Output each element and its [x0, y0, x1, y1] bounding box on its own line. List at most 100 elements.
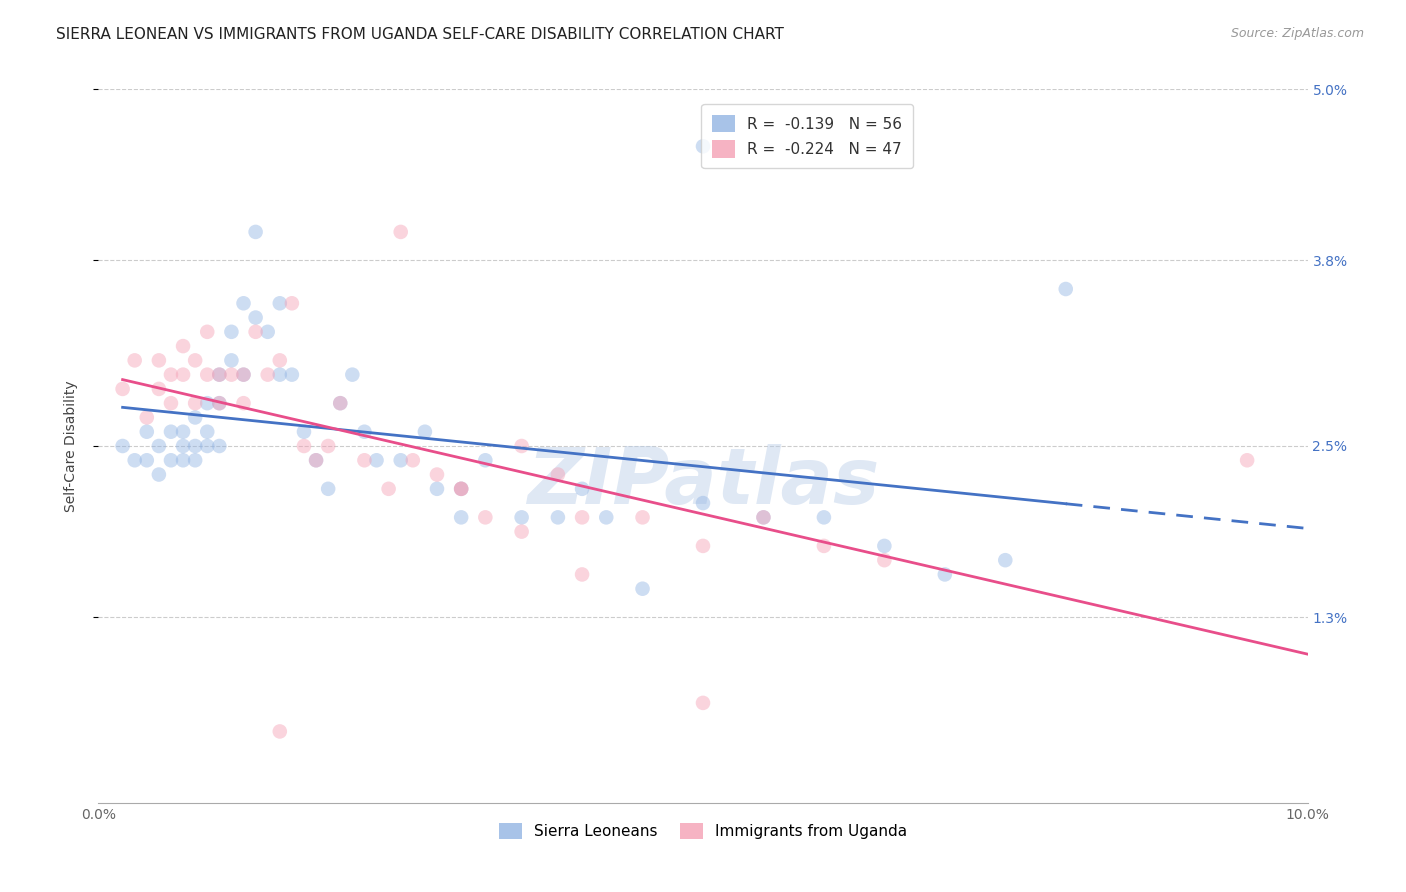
Point	[813, 539, 835, 553]
Point	[269, 296, 291, 310]
Point	[353, 425, 375, 439]
Point	[160, 396, 183, 410]
Point	[389, 225, 412, 239]
Point	[148, 467, 170, 482]
Point	[595, 510, 617, 524]
Point	[195, 439, 218, 453]
Point	[450, 510, 472, 524]
Point	[269, 353, 291, 368]
Point	[353, 453, 375, 467]
Point	[389, 453, 412, 467]
Point	[269, 368, 291, 382]
Point	[1054, 282, 1077, 296]
Point	[474, 510, 496, 524]
Point	[232, 396, 254, 410]
Point	[571, 510, 593, 524]
Point	[232, 368, 254, 382]
Point	[148, 382, 170, 396]
Point	[148, 353, 170, 368]
Point	[631, 582, 654, 596]
Point	[305, 453, 328, 467]
Point	[195, 396, 218, 410]
Point	[316, 439, 339, 453]
Point	[292, 439, 315, 453]
Point	[184, 396, 207, 410]
Text: ZIPatlas: ZIPatlas	[527, 443, 879, 520]
Point	[172, 439, 194, 453]
Point	[256, 325, 278, 339]
Point	[195, 368, 218, 382]
Point	[413, 425, 436, 439]
Point	[1236, 453, 1258, 467]
Point	[377, 482, 399, 496]
Point	[994, 553, 1017, 567]
Point	[873, 539, 896, 553]
Point	[366, 453, 388, 467]
Point	[329, 396, 352, 410]
Point	[631, 510, 654, 524]
Text: Source: ZipAtlas.com: Source: ZipAtlas.com	[1230, 27, 1364, 40]
Legend: Sierra Leoneans, Immigrants from Uganda: Sierra Leoneans, Immigrants from Uganda	[492, 817, 914, 845]
Y-axis label: Self-Care Disability: Self-Care Disability	[63, 380, 77, 512]
Point	[245, 310, 267, 325]
Point	[184, 439, 207, 453]
Point	[934, 567, 956, 582]
Point	[571, 567, 593, 582]
Point	[135, 410, 157, 425]
Point	[124, 353, 146, 368]
Point	[221, 353, 243, 368]
Point	[316, 482, 339, 496]
Point	[221, 325, 243, 339]
Point	[135, 453, 157, 467]
Point	[450, 482, 472, 496]
Point	[292, 425, 315, 439]
Point	[172, 453, 194, 467]
Point	[571, 482, 593, 496]
Point	[184, 353, 207, 368]
Point	[752, 510, 775, 524]
Point	[208, 396, 231, 410]
Point	[813, 510, 835, 524]
Point	[692, 139, 714, 153]
Point	[402, 453, 425, 467]
Point	[269, 724, 291, 739]
Point	[160, 425, 183, 439]
Point	[221, 368, 243, 382]
Point	[160, 453, 183, 467]
Point	[232, 296, 254, 310]
Point	[232, 368, 254, 382]
Point	[510, 439, 533, 453]
Point	[256, 368, 278, 382]
Point	[208, 439, 231, 453]
Point	[281, 368, 304, 382]
Point	[873, 553, 896, 567]
Point	[135, 425, 157, 439]
Point	[329, 396, 352, 410]
Point	[547, 510, 569, 524]
Point	[184, 410, 207, 425]
Point	[342, 368, 364, 382]
Point	[184, 453, 207, 467]
Point	[752, 510, 775, 524]
Text: SIERRA LEONEAN VS IMMIGRANTS FROM UGANDA SELF-CARE DISABILITY CORRELATION CHART: SIERRA LEONEAN VS IMMIGRANTS FROM UGANDA…	[56, 27, 785, 42]
Point	[160, 368, 183, 382]
Point	[692, 539, 714, 553]
Point	[426, 467, 449, 482]
Point	[510, 524, 533, 539]
Point	[474, 453, 496, 467]
Point	[450, 482, 472, 496]
Point	[547, 467, 569, 482]
Point	[111, 439, 134, 453]
Point	[281, 296, 304, 310]
Point	[426, 482, 449, 496]
Point	[692, 496, 714, 510]
Point	[172, 368, 194, 382]
Point	[245, 325, 267, 339]
Point	[148, 439, 170, 453]
Point	[245, 225, 267, 239]
Point	[692, 696, 714, 710]
Point	[208, 396, 231, 410]
Point	[195, 325, 218, 339]
Point	[172, 425, 194, 439]
Point	[172, 339, 194, 353]
